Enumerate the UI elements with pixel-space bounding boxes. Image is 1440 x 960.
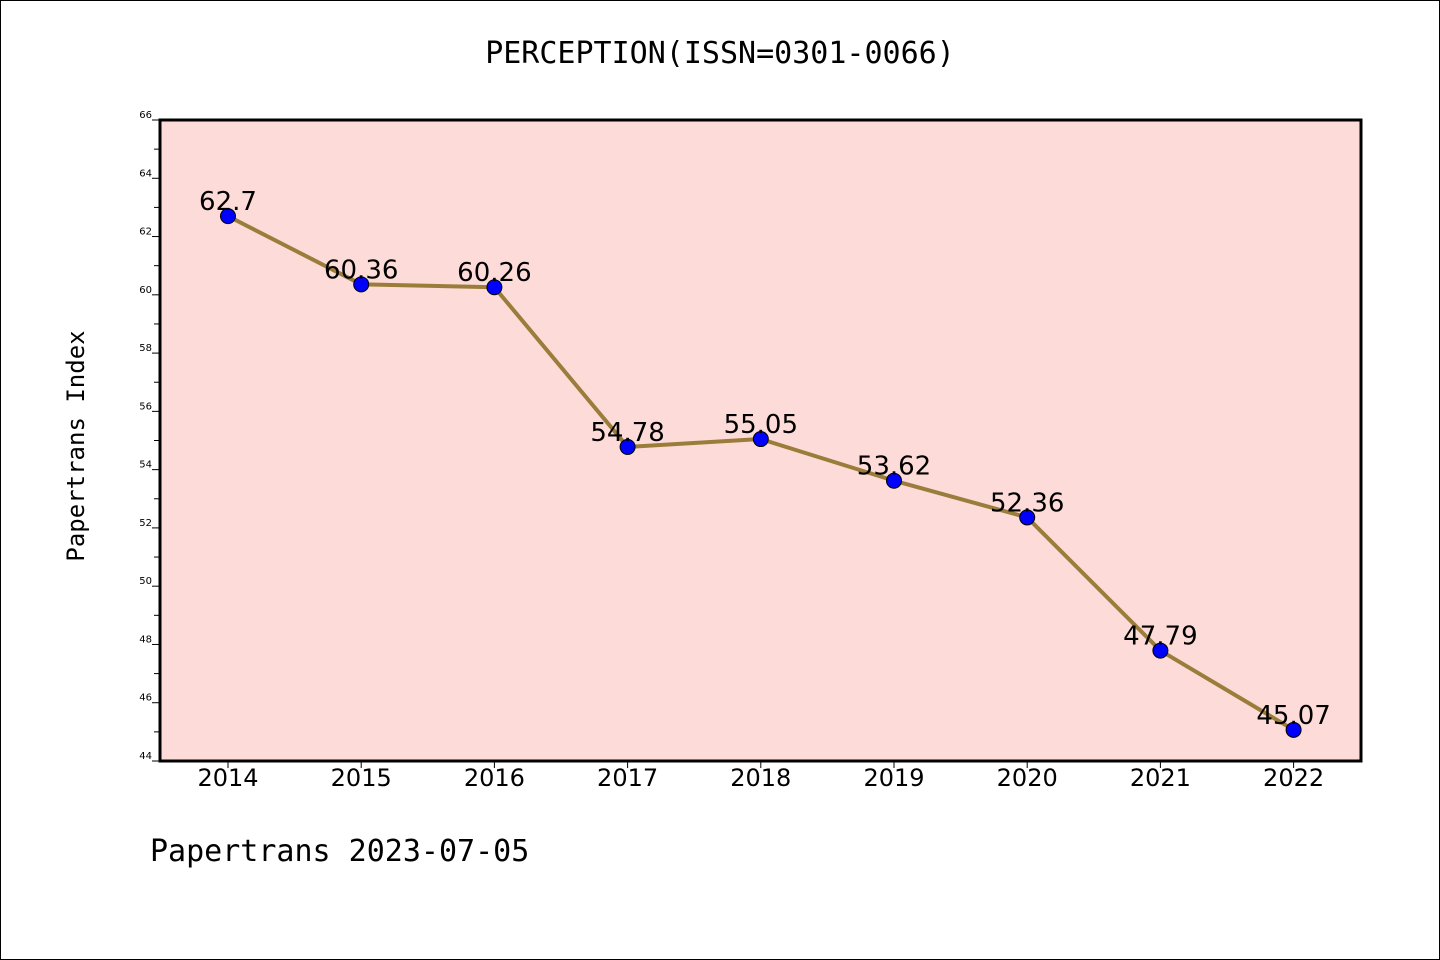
- footer-credit: Papertrans 2023-07-05: [150, 834, 530, 869]
- x-tick-label: 2016: [464, 764, 525, 792]
- y-tick-label: 50: [139, 576, 152, 587]
- y-tick-label: 44: [139, 751, 152, 762]
- data-point: [220, 208, 236, 225]
- data-point: [886, 472, 902, 489]
- data-label: 52.36: [990, 488, 1064, 518]
- data-point: [619, 438, 636, 455]
- chart-title: PERCEPTION(ISSN=0301-0066): [485, 36, 955, 71]
- y-tick-label: 62: [139, 227, 152, 238]
- data-label: 62.7: [199, 187, 257, 217]
- y-tick-label: 54: [139, 460, 152, 471]
- data-point: [353, 276, 370, 293]
- x-tick-label: 2021: [1130, 764, 1191, 792]
- data-label: 53.62: [857, 452, 931, 482]
- x-tick-label: 2017: [597, 764, 658, 792]
- data-label: 45.07: [1256, 701, 1330, 731]
- data-label: 60.36: [324, 255, 398, 285]
- y-axis: 44 46 48 50 52 54 56 58 60 62 64 66: [139, 110, 160, 762]
- y-tick-label: 60: [139, 285, 152, 296]
- data-label: 54.78: [590, 418, 664, 448]
- y-tick-label: 52: [139, 518, 152, 529]
- x-tick-label: 2019: [863, 764, 924, 792]
- plot-border: [158, 118, 1363, 763]
- x-tick-label: 2022: [1263, 764, 1324, 792]
- data-point: [486, 279, 503, 296]
- data-label: 60.26: [457, 258, 531, 288]
- y-tick-label: 46: [139, 693, 152, 704]
- data-markers: [220, 208, 1302, 738]
- data-point: [1152, 642, 1169, 659]
- x-tick-label: 2020: [997, 764, 1058, 792]
- y-tick-label: 64: [139, 168, 152, 179]
- y-tick-label: 66: [139, 110, 152, 121]
- data-labels: 62.7 60.36 60.26 54.78 55.05 53.62 52.36 47.79 4…: [199, 187, 1331, 731]
- data-point: [1019, 509, 1036, 526]
- y-tick-label: 48: [139, 634, 152, 645]
- y-tick-label: 56: [139, 401, 152, 412]
- x-tick-label: 2018: [730, 764, 791, 792]
- data-point: [1285, 721, 1302, 738]
- x-tick-label: 2015: [331, 764, 392, 792]
- data-label: 47.79: [1123, 622, 1197, 652]
- data-point: [752, 431, 769, 448]
- data-label: 55.05: [724, 410, 798, 440]
- x-axis: 2014 2015 2016 2017 2018 2019 2020 2021 2022: [197, 761, 1324, 792]
- x-tick-label: 2014: [197, 764, 258, 792]
- y-tick-label: 58: [139, 343, 152, 354]
